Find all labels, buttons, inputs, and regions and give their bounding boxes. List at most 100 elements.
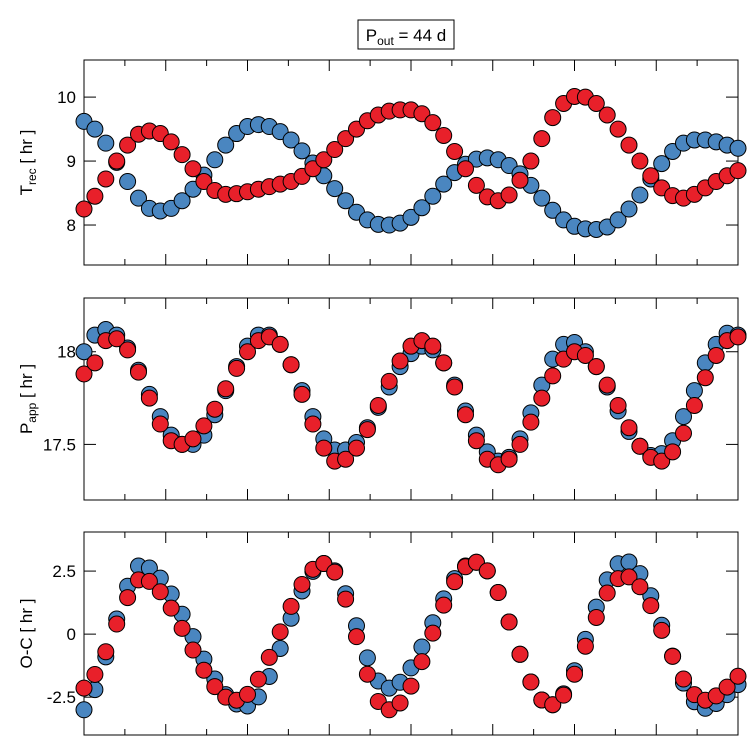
data-point [544, 367, 562, 385]
data-point [522, 413, 540, 431]
data-point [446, 573, 464, 591]
y-tick-label: -2.5 [47, 688, 76, 707]
data-point [86, 120, 104, 138]
data-point [86, 665, 104, 683]
plot-frame [83, 297, 739, 501]
data-point [391, 352, 409, 370]
data-point [228, 359, 246, 377]
data-point [729, 139, 747, 157]
data-point [326, 180, 344, 198]
data-point [130, 189, 147, 207]
data-point [685, 382, 703, 400]
data-point [500, 186, 518, 204]
data-point [348, 628, 365, 646]
data-point [217, 380, 235, 398]
data-point [729, 162, 747, 180]
y-axis-label: O-C [ hr ] [17, 599, 36, 669]
data-point [435, 354, 453, 372]
data-point [424, 337, 442, 355]
y-tick-label: 0 [67, 625, 76, 644]
data-point [642, 597, 660, 615]
data-point [75, 200, 93, 218]
data-point [511, 171, 529, 189]
data-point [195, 661, 213, 679]
title-box [357, 19, 455, 50]
data-point [587, 358, 605, 376]
data-point [620, 200, 638, 218]
y-label-text: T [17, 185, 36, 195]
y-label-text: P [17, 423, 36, 434]
data-point [293, 142, 311, 160]
data-point [707, 346, 725, 364]
data-point [162, 599, 180, 617]
data-point [391, 694, 409, 712]
data-point [620, 568, 638, 586]
data-point [195, 417, 213, 435]
data-point [696, 369, 714, 387]
data-point [631, 152, 649, 170]
data-point [402, 208, 420, 226]
data-point [446, 378, 464, 396]
data-point [173, 192, 191, 210]
data-point [206, 151, 224, 169]
data-point [587, 608, 605, 626]
data-point [86, 187, 104, 205]
data-point [315, 151, 333, 169]
data-point [664, 443, 682, 461]
data-point [620, 419, 638, 437]
data-point [206, 400, 224, 418]
data-point [97, 170, 115, 188]
data-point [75, 701, 93, 719]
data-point [108, 152, 126, 170]
title-sub: out [377, 34, 394, 48]
data-point [75, 365, 93, 383]
data-point [130, 363, 147, 381]
data-point [337, 192, 355, 210]
data-point [86, 354, 104, 372]
data-point [435, 175, 453, 193]
data-point [533, 389, 551, 407]
data-point [576, 346, 594, 364]
data-point [555, 686, 573, 704]
y-label-sub: app [25, 402, 39, 422]
data-point [119, 136, 137, 154]
data-point [119, 589, 137, 607]
data-point [358, 649, 376, 667]
data-point [729, 667, 747, 685]
title-text: P [366, 26, 377, 45]
data-point [413, 653, 431, 671]
data-point [173, 619, 191, 637]
data-point [119, 341, 137, 359]
data-point [337, 130, 355, 148]
data-point [587, 94, 605, 112]
data-point [337, 590, 355, 608]
data-point [173, 146, 191, 164]
data-point [151, 415, 169, 433]
y-tick-label: 10 [57, 88, 76, 107]
data-point [620, 136, 638, 154]
data-point [249, 670, 267, 688]
data-point [413, 638, 431, 656]
data-point [140, 572, 158, 590]
data-point [435, 126, 453, 144]
data-point [162, 133, 180, 151]
data-point [685, 396, 703, 414]
data-point [467, 432, 485, 450]
data-point [576, 637, 594, 655]
data-point [489, 584, 507, 602]
data-point [293, 575, 311, 593]
data-point [457, 406, 474, 424]
y-label-sub: rec [25, 168, 39, 185]
data-point [511, 645, 529, 663]
data-point [282, 131, 300, 149]
data-point [609, 211, 627, 229]
data-point [522, 152, 540, 170]
y-tick-label: 9 [67, 152, 76, 171]
data-point [380, 372, 398, 390]
data-point [642, 167, 660, 185]
data-point [97, 134, 115, 152]
data-point [675, 424, 692, 442]
data-point [140, 389, 158, 407]
data-point [435, 596, 453, 614]
